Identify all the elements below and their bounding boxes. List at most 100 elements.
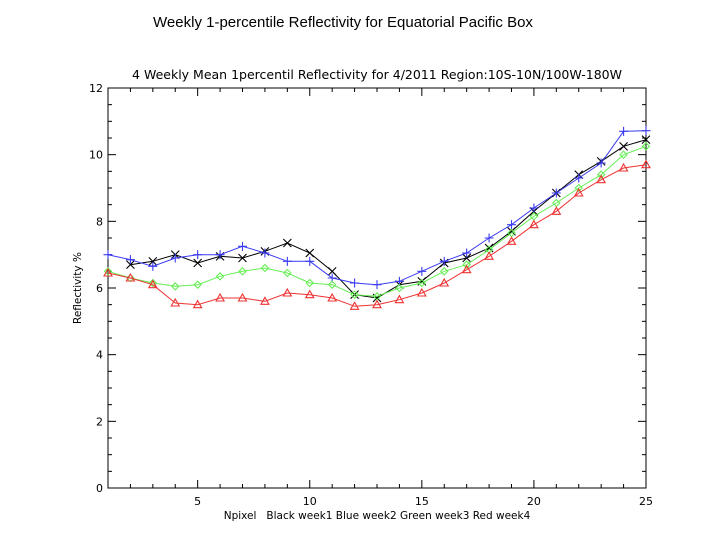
- data-point: [148, 278, 158, 288]
- data-point: [551, 206, 562, 215]
- data-point: [529, 203, 539, 213]
- data-point: [282, 287, 293, 297]
- data-point: [641, 159, 651, 169]
- data-point: [484, 251, 495, 260]
- slide-title: Weekly 1-percentile Reflectivity for Equ…: [153, 14, 533, 31]
- x-axis-label: Npixel Black week1 Blue week2 Green week…: [224, 510, 531, 522]
- series-line: [107, 130, 647, 286]
- data-point: [619, 126, 629, 136]
- series-2: [103, 126, 651, 290]
- data-point: [193, 250, 203, 260]
- data-point: [103, 250, 113, 260]
- x-tick-label: 10: [303, 495, 317, 508]
- data-point: [372, 280, 382, 290]
- data-point: [641, 126, 651, 136]
- data-point: [283, 268, 292, 278]
- data-point: [574, 173, 584, 183]
- data-point: [350, 290, 359, 299]
- data-point: [372, 299, 382, 309]
- data-point: [619, 150, 628, 159]
- data-point: [461, 264, 472, 274]
- data-point: [327, 280, 337, 289]
- data-point: [349, 301, 360, 310]
- series-line: [107, 164, 647, 307]
- data-point: [574, 183, 584, 193]
- data-point: [192, 299, 203, 309]
- y-tick-label: 2: [96, 415, 103, 428]
- series-1: [126, 135, 651, 303]
- data-point: [170, 253, 180, 263]
- data-point: [484, 233, 494, 243]
- y-tick-label: 12: [89, 82, 103, 95]
- y-tick-label: 6: [96, 282, 103, 295]
- data-point: [507, 220, 516, 230]
- data-point: [439, 277, 450, 287]
- data-point: [596, 170, 606, 179]
- data-point: [238, 241, 247, 251]
- data-point: [327, 292, 338, 302]
- data-point: [551, 188, 561, 198]
- series-4: [103, 159, 651, 310]
- data-point: [125, 272, 136, 282]
- series-3: [103, 142, 651, 301]
- data-point: [641, 135, 651, 145]
- series-line: [107, 145, 647, 297]
- data-point: [103, 267, 113, 276]
- data-point: [619, 141, 628, 151]
- data-point: [170, 282, 180, 291]
- x-tick-label: 15: [415, 495, 429, 508]
- x-tick-label: 5: [194, 495, 201, 508]
- data-point: [596, 158, 606, 168]
- data-point: [193, 280, 202, 289]
- data-point: [350, 278, 360, 288]
- data-point: [417, 278, 427, 288]
- data-point: [304, 289, 315, 299]
- data-point: [462, 253, 472, 263]
- y-axis-label: Reflectivity %: [72, 252, 84, 324]
- data-point: [573, 187, 584, 197]
- data-point: [215, 272, 225, 281]
- data-point: [416, 287, 427, 297]
- data-point: [305, 248, 315, 258]
- data-point: [148, 261, 158, 271]
- x-tick-label: 20: [527, 495, 541, 508]
- data-point: [238, 267, 247, 276]
- y-tick-label: 10: [89, 149, 103, 162]
- data-point: [417, 266, 427, 276]
- data-point: [506, 236, 517, 245]
- data-point: [641, 142, 651, 151]
- data-point: [395, 283, 404, 293]
- chart-title: 4 Weekly Mean 1percentil Reflectivity fo…: [132, 67, 622, 82]
- data-point: [462, 248, 472, 258]
- data-point: [103, 267, 113, 277]
- data-point: [125, 255, 135, 265]
- data-point: [193, 258, 203, 268]
- y-tick-label: 0: [96, 482, 103, 495]
- data-point: [215, 250, 225, 260]
- data-point: [260, 263, 270, 273]
- data-point: [305, 256, 315, 266]
- data-point: [215, 292, 226, 302]
- data-point: [439, 267, 449, 276]
- x-tick-label: 25: [639, 495, 653, 508]
- data-point: [238, 253, 247, 263]
- data-point: [148, 256, 158, 266]
- data-point: [528, 219, 539, 229]
- data-point: [126, 260, 135, 270]
- data-point: [596, 174, 607, 184]
- data-point: [260, 248, 270, 258]
- data-point: [462, 260, 471, 269]
- data-point: [259, 296, 270, 305]
- data-point: [394, 294, 405, 304]
- data-point: [439, 256, 449, 266]
- data-point: [170, 297, 181, 307]
- data-point: [305, 278, 315, 288]
- y-tick-label: 8: [96, 215, 103, 228]
- data-point: [327, 266, 337, 276]
- data-point: [282, 238, 292, 248]
- data-point: [147, 279, 158, 289]
- series-line: [130, 139, 647, 299]
- y-tick-label: 4: [96, 349, 103, 362]
- data-point: [237, 292, 248, 302]
